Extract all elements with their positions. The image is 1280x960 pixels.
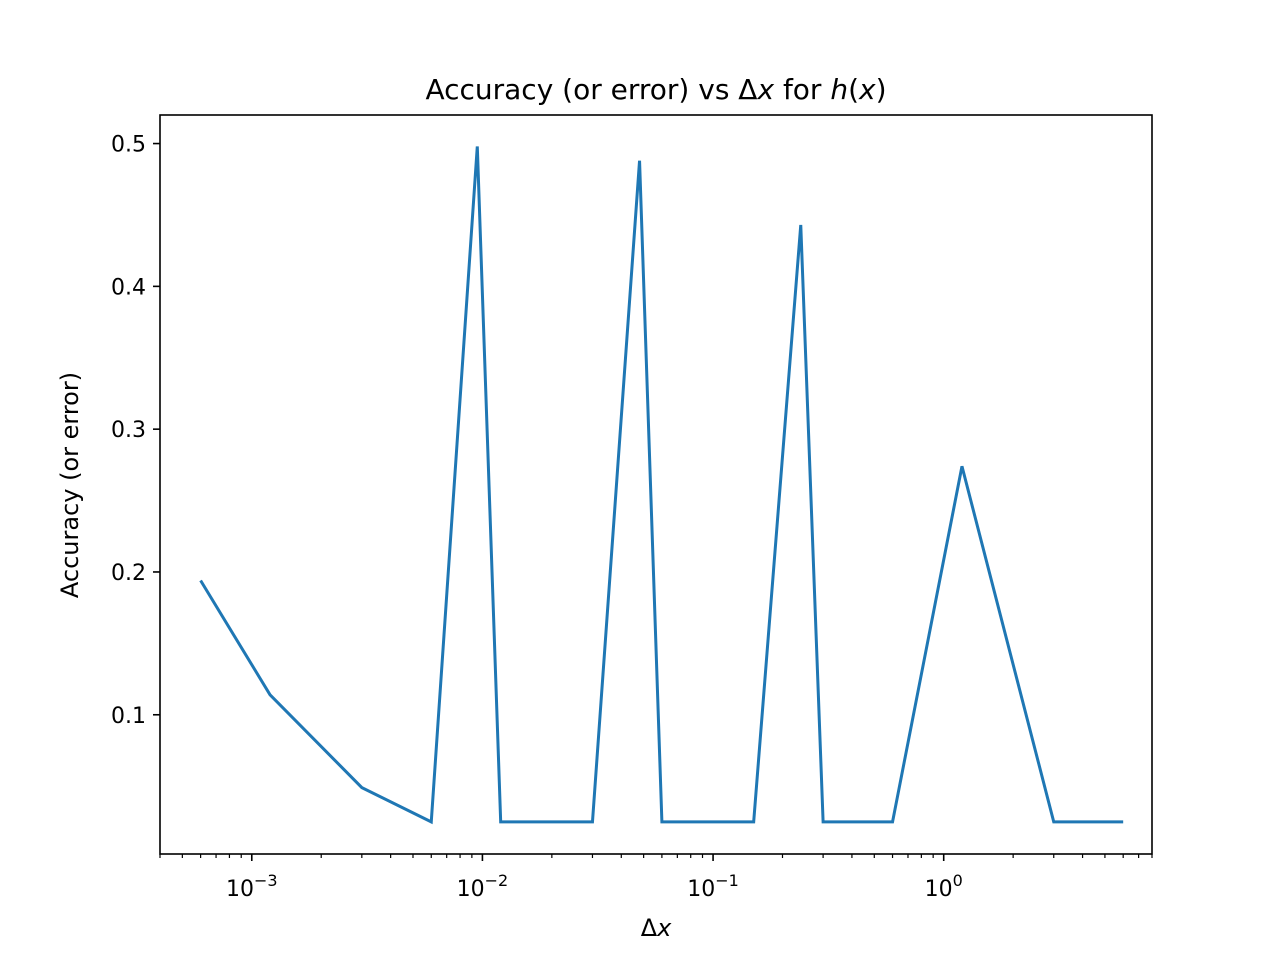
plot-layer [199, 146, 1124, 825]
y-tick-label: 0.5 [111, 133, 146, 158]
y-axis-label: Accuracy (or error) [56, 372, 84, 598]
axes-frame [159, 114, 1153, 855]
y-tick-label: 0.4 [111, 275, 146, 300]
y-tick-label: 0.3 [111, 418, 146, 443]
x-tick-label: 10−3 [226, 871, 278, 902]
series-line-0 [199, 146, 1124, 825]
x-axis-label: Δx [641, 914, 672, 942]
x-tick-label: 100 [925, 871, 963, 902]
y-tick-label: 0.1 [111, 704, 146, 729]
chart-title: Accuracy (or error) vs Δx for h(x) [425, 73, 886, 106]
x-tick-label: 10−1 [687, 871, 739, 902]
tick-layer: 0.1 0.2 0.3 0.4 0.5 10−3 10−2 10−1 100 [111, 133, 1153, 902]
y-tick-label: 0.2 [111, 561, 146, 586]
x-tick-label: 10−2 [457, 871, 509, 902]
